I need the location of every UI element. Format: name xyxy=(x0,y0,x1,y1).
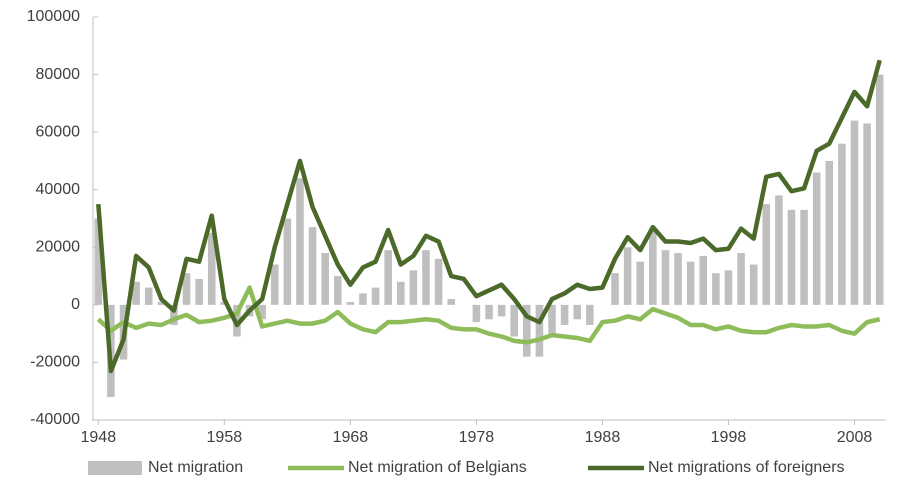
bar xyxy=(270,264,279,305)
y-tick-label: -20000 xyxy=(30,354,80,371)
bar xyxy=(762,204,771,305)
bar xyxy=(195,278,203,305)
bar xyxy=(144,287,153,305)
x-tick-label: 1958 xyxy=(207,429,243,446)
bar xyxy=(258,304,266,320)
bar xyxy=(699,255,708,305)
bar xyxy=(825,160,834,305)
bar xyxy=(875,74,884,305)
y-tick-label: 0 xyxy=(71,296,80,313)
bar xyxy=(472,304,481,323)
bar xyxy=(283,218,292,305)
bar xyxy=(94,218,103,305)
bar xyxy=(787,209,796,305)
bar xyxy=(182,273,191,305)
bar xyxy=(409,270,418,305)
x-tick-label: 1988 xyxy=(585,429,621,446)
bar xyxy=(422,250,430,305)
bar xyxy=(724,270,733,305)
bar xyxy=(321,253,329,305)
y-tick-label: 20000 xyxy=(36,239,81,256)
bar xyxy=(523,304,531,357)
bar xyxy=(636,261,645,305)
bar xyxy=(712,273,720,305)
bar xyxy=(649,230,657,305)
bar xyxy=(497,304,506,317)
bar xyxy=(157,301,166,305)
bar xyxy=(434,258,443,305)
bar xyxy=(775,195,783,305)
y-tick-label: 100000 xyxy=(27,8,80,25)
bar xyxy=(586,304,594,326)
bar xyxy=(863,123,871,305)
legend-label: Net migration of Belgians xyxy=(348,459,527,476)
bar xyxy=(384,250,392,305)
bar xyxy=(850,120,859,305)
x-tick-label: 1978 xyxy=(459,429,495,446)
bar xyxy=(674,253,682,305)
line xyxy=(96,285,881,345)
bar xyxy=(170,304,178,326)
x-tick-label: 1948 xyxy=(81,429,117,446)
y-tick-label: 80000 xyxy=(36,66,81,83)
bar xyxy=(359,293,367,305)
bar xyxy=(560,304,569,326)
y-tick-label: -40000 xyxy=(30,411,80,428)
bar xyxy=(132,281,140,305)
bar xyxy=(737,253,745,305)
bar xyxy=(296,178,304,305)
y-tick-label: 60000 xyxy=(36,123,81,140)
bar xyxy=(749,264,758,305)
bar xyxy=(548,304,556,334)
bar xyxy=(611,273,619,305)
bar xyxy=(346,301,355,305)
bar xyxy=(396,281,405,305)
bar xyxy=(333,276,342,305)
legend-label: Net migrations of foreigners xyxy=(648,459,845,476)
line xyxy=(96,59,882,374)
x-tick-label: 2008 xyxy=(837,429,873,446)
y-tick-label: 40000 xyxy=(36,181,81,198)
bar xyxy=(573,304,582,320)
bar xyxy=(447,299,455,305)
bar xyxy=(371,287,380,305)
bar xyxy=(308,227,317,305)
bar xyxy=(661,250,670,305)
bar xyxy=(535,304,544,357)
legend-label: Net migration xyxy=(148,459,243,476)
bar xyxy=(838,143,846,305)
bar xyxy=(800,209,808,305)
bar xyxy=(623,247,632,305)
bar xyxy=(812,172,821,305)
bar xyxy=(510,304,518,337)
bar xyxy=(207,232,216,305)
x-tick-label: 1968 xyxy=(333,429,369,446)
bar xyxy=(485,304,493,320)
legend-swatch xyxy=(88,461,142,475)
x-tick-label: 1998 xyxy=(711,429,747,446)
bar xyxy=(686,261,695,305)
